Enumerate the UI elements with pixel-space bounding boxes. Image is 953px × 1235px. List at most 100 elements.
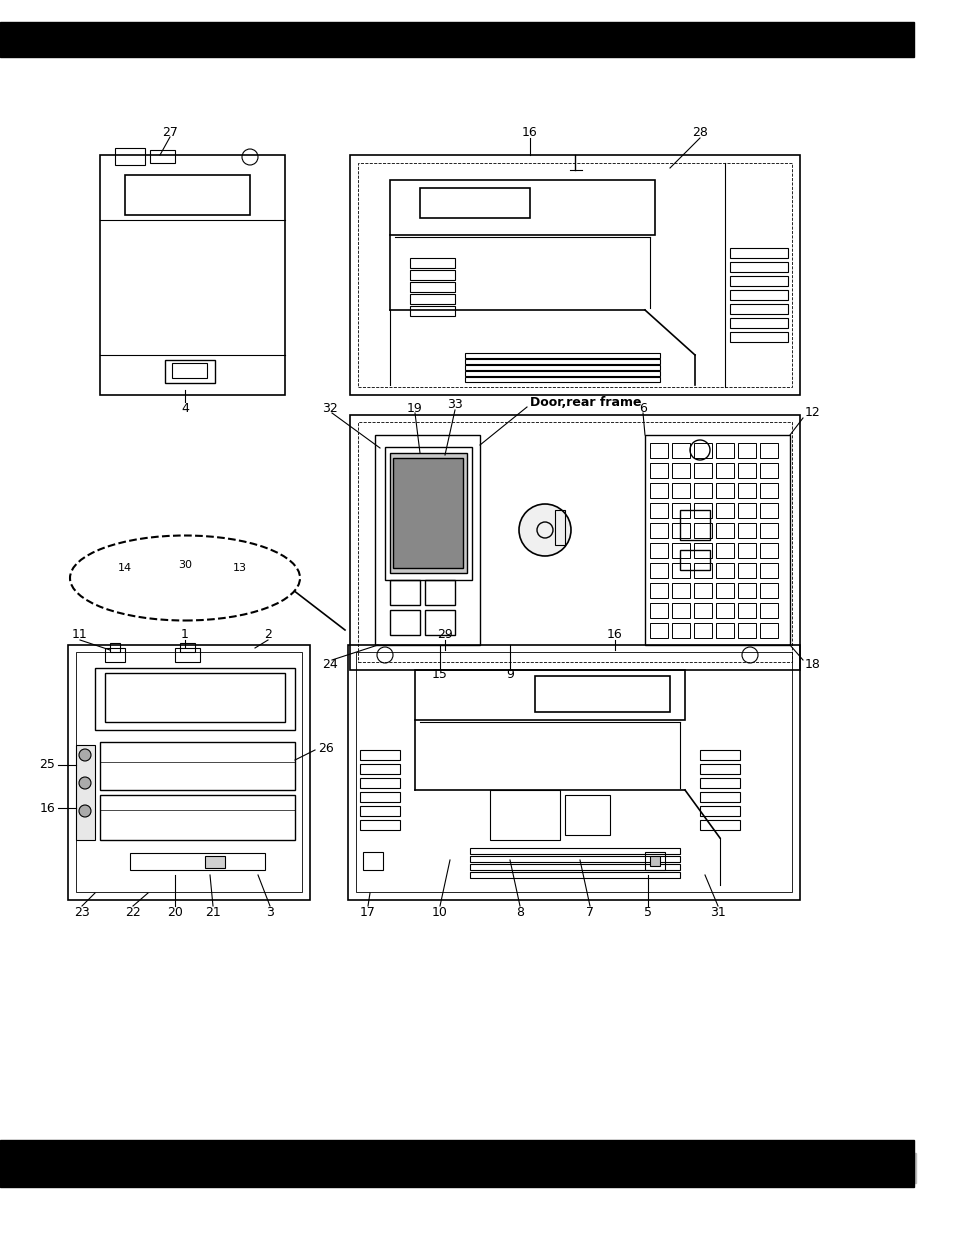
Bar [68,645,310,900]
Bar [359,750,399,760]
Bar [760,463,778,478]
Bar [350,156,800,395]
Ellipse shape [70,536,299,620]
Bar [738,503,755,517]
Bar [464,359,659,364]
Bar [671,463,689,478]
Text: 7: 7 [585,905,594,919]
Text: 28: 28 [691,126,707,138]
Text: 16: 16 [606,629,622,641]
Bar [172,363,207,378]
Bar [700,792,740,802]
Bar [760,583,778,598]
Bar [390,580,419,605]
Bar [649,463,667,478]
Bar [671,503,689,517]
Bar [700,778,740,788]
Bar [419,188,530,219]
Text: 10: 10 [432,905,448,919]
Bar [671,563,689,578]
Bar [671,443,689,458]
Bar [649,583,667,598]
Bar [464,353,659,358]
Bar [649,563,667,578]
Text: 29: 29 [436,629,453,641]
Bar [470,872,679,878]
Text: 33: 33 [447,399,462,411]
Bar [464,366,659,370]
Bar [644,435,789,645]
Bar [716,603,733,618]
Bar [693,483,711,498]
Bar [649,522,667,538]
Text: 13: 13 [233,563,247,573]
Bar [738,563,755,578]
Bar [693,443,711,458]
Bar [729,290,787,300]
Bar [693,463,711,478]
Bar [671,603,689,618]
Bar [738,522,755,538]
Bar [393,458,462,568]
Bar [464,370,659,375]
Bar [130,853,265,869]
Bar [348,645,800,900]
Bar [375,435,479,645]
Circle shape [518,504,571,556]
Text: 6: 6 [639,401,646,415]
Bar [729,262,787,272]
Bar [490,790,559,840]
Bar [671,543,689,558]
Bar [470,848,679,853]
Bar [700,750,740,760]
Bar [671,522,689,538]
Bar [716,563,733,578]
Bar [716,503,733,517]
Text: 32: 32 [322,401,337,415]
Bar [564,795,609,835]
Bar [649,603,667,618]
Text: 27: 27 [162,126,178,138]
Bar [729,304,787,314]
Circle shape [79,748,91,761]
Text: 4: 4 [181,401,189,415]
Bar [359,820,399,830]
Bar [359,778,399,788]
Bar [693,583,711,598]
Bar [716,583,733,598]
Bar [729,332,787,342]
Text: 9: 9 [505,668,514,682]
Bar [555,510,564,545]
Text: 14: 14 [118,563,132,573]
Bar [649,443,667,458]
Bar [679,550,709,571]
Text: 5: 5 [643,905,651,919]
Bar [0,1140,913,1187]
Bar [700,764,740,774]
Bar [716,522,733,538]
Text: 1: 1 [181,629,189,641]
Bar [357,163,791,387]
Circle shape [79,777,91,789]
Bar [693,503,711,517]
Bar [679,510,709,540]
Bar [174,648,200,662]
Bar [738,443,755,458]
Bar [760,622,778,638]
Bar [724,1153,915,1183]
Bar [760,483,778,498]
Text: 8: 8 [516,905,523,919]
Bar [363,852,382,869]
Bar [700,806,740,816]
Bar [738,543,755,558]
Bar [410,306,455,316]
Bar [357,422,791,662]
Text: 15: 15 [432,668,448,682]
Bar [100,795,294,840]
Bar [693,522,711,538]
Bar [359,792,399,802]
Bar [729,248,787,258]
Circle shape [79,805,91,818]
Bar [410,258,455,268]
Bar [760,543,778,558]
